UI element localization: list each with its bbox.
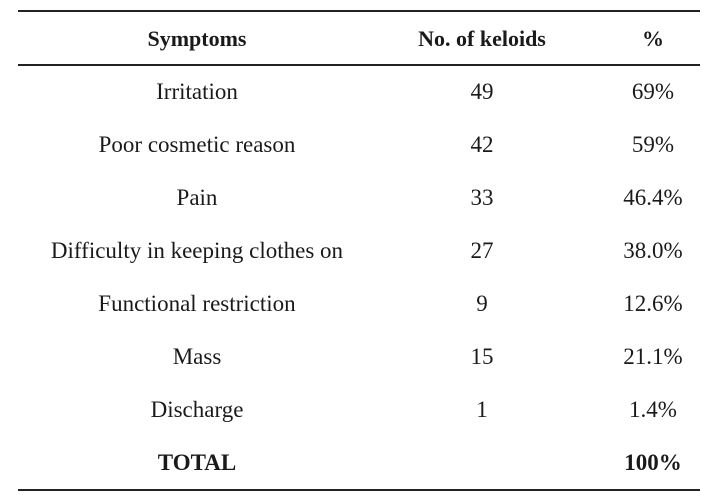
- symptom-cell: Irritation: [156, 79, 238, 104]
- count-cell: 49: [470, 79, 494, 104]
- symptom-cell: Discharge: [150, 397, 244, 422]
- percent-cell: 59%: [631, 132, 675, 157]
- table-header-row: Symptoms No. of keloids %: [18, 13, 700, 65]
- table-top-rule: [18, 10, 700, 12]
- count-cell: 9: [476, 291, 488, 316]
- symptom-cell: Mass: [172, 344, 222, 369]
- table-header-rule: [18, 64, 700, 66]
- symptom-cell: Pain: [176, 185, 218, 210]
- percent-cell: 69%: [631, 79, 675, 104]
- count-cell: 33: [470, 185, 494, 210]
- count-cell: 1: [476, 397, 488, 422]
- table-row: Functional restriction 9 12.6%: [18, 278, 700, 330]
- table-row: Irritation 49 69%: [18, 66, 700, 118]
- percent-cell: 38.0%: [623, 238, 683, 263]
- percent-cell: 46.4%: [623, 185, 683, 210]
- symptom-cell: Functional restriction: [98, 291, 296, 316]
- total-percent: 100%: [624, 450, 682, 475]
- symptom-cell: Difficulty in keeping clothes on: [50, 238, 344, 263]
- percent-cell: 21.1%: [623, 344, 683, 369]
- total-label: TOTAL: [157, 450, 237, 475]
- header-keloid-count: No. of keloids: [418, 26, 546, 51]
- table-row: Discharge 1 1.4%: [18, 384, 700, 436]
- percent-cell: 1.4%: [629, 397, 677, 422]
- table-row: Poor cosmetic reason 42 59%: [18, 119, 700, 171]
- header-percent: %: [642, 26, 664, 51]
- count-cell: 27: [470, 238, 494, 263]
- symptom-cell: Poor cosmetic reason: [98, 132, 296, 157]
- percent-cell: 12.6%: [623, 291, 683, 316]
- table-bottom-rule: [18, 489, 700, 491]
- table-row: Mass 15 21.1%: [18, 331, 700, 383]
- table-total-row: TOTAL 100%: [18, 437, 700, 489]
- count-cell: 15: [470, 344, 494, 369]
- header-symptoms: Symptoms: [147, 26, 247, 51]
- count-cell: 42: [470, 132, 494, 157]
- table-row: Difficulty in keeping clothes on 27 38.0…: [18, 225, 700, 277]
- table-row: Pain 33 46.4%: [18, 172, 700, 224]
